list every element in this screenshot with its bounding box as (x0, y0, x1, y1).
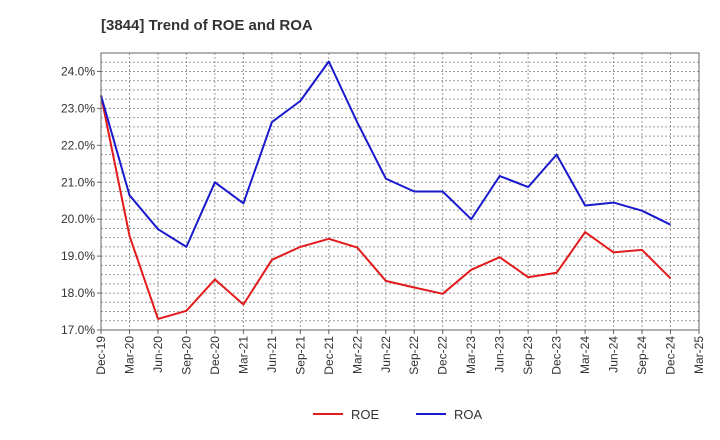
y-tick-label: 24.0% (61, 64, 95, 78)
x-axis-ticks: Dec-19 Mar-20 Jun-20 Sep-20 Dec-20 Mar-21 Jun-… (94, 330, 706, 375)
x-tick-label: Sep-23 (521, 336, 535, 375)
x-tick-label: Mar-25 (692, 336, 706, 374)
x-tick-label: Sep-22 (407, 336, 421, 375)
series-lines (100, 60, 672, 320)
plot-frame (100, 52, 700, 331)
y-tick-label: 20.0% (61, 212, 95, 226)
x-tick-label: Jun-21 (265, 336, 279, 373)
x-tick-label: Dec-23 (550, 336, 564, 375)
chart-title: [3844] Trend of ROE and ROA (101, 17, 313, 34)
x-tick-label: Dec-24 (664, 336, 678, 375)
legend: ROE ROA (313, 407, 483, 422)
y-tick-label: 17.0% (61, 323, 95, 337)
y-axis-ticks: 17.0% 18.0% 19.0% 20.0% 21.0% 22.0% 23.0% 24.0% (61, 64, 101, 337)
x-tick-label: Sep-21 (293, 336, 307, 375)
x-tick-label: Jun-22 (379, 336, 393, 373)
x-tick-label: Jun-20 (151, 336, 165, 373)
y-tick-label: 22.0% (61, 138, 95, 152)
y-tick-label: 18.0% (61, 286, 95, 300)
x-tick-label: Dec-19 (94, 336, 108, 375)
x-tick-label: Mar-24 (578, 336, 592, 374)
x-tick-label: Mar-22 (350, 336, 364, 374)
x-tick-label: Dec-21 (322, 336, 336, 375)
y-tick-label: 21.0% (61, 175, 95, 189)
x-tick-label: Mar-21 (236, 336, 250, 374)
legend-label-roa: ROA (454, 407, 483, 422)
x-tick-label: Dec-20 (208, 336, 222, 375)
legend-label-roe: ROE (351, 407, 380, 422)
y-tick-label: 19.0% (61, 249, 95, 263)
x-tick-label: Mar-23 (464, 336, 478, 374)
x-tick-label: Dec-22 (436, 336, 450, 375)
x-tick-label: Sep-24 (635, 336, 649, 375)
series-line-roa (100, 60, 671, 248)
y-tick-label: 23.0% (61, 101, 95, 115)
x-tick-label: Mar-20 (122, 336, 136, 374)
x-tick-label: Sep-20 (179, 336, 193, 375)
series-line-roe (100, 95, 672, 320)
x-tick-label: Jun-24 (607, 336, 621, 373)
x-tick-label: Jun-23 (493, 336, 507, 373)
